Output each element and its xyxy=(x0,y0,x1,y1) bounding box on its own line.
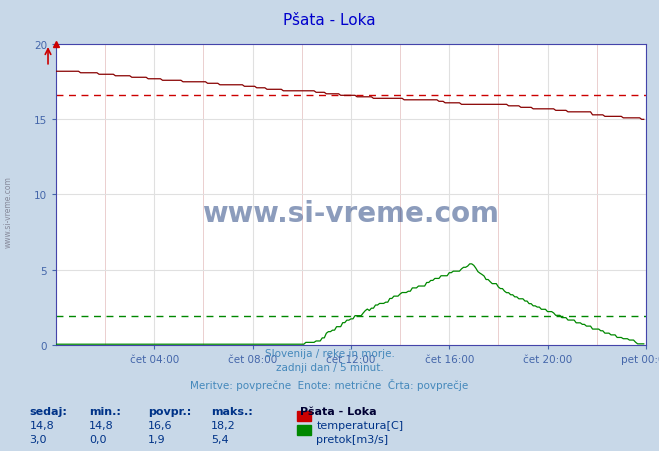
Text: www.si-vreme.com: www.si-vreme.com xyxy=(202,199,500,227)
Text: povpr.:: povpr.: xyxy=(148,406,192,416)
Text: 16,6: 16,6 xyxy=(148,420,173,430)
Text: 0,0: 0,0 xyxy=(89,434,107,444)
Text: 14,8: 14,8 xyxy=(89,420,114,430)
Text: min.:: min.: xyxy=(89,406,121,416)
Text: Slovenija / reke in morje.
zadnji dan / 5 minut.
Meritve: povprečne  Enote: metr: Slovenija / reke in morje. zadnji dan / … xyxy=(190,348,469,390)
Text: www.si-vreme.com: www.si-vreme.com xyxy=(3,176,13,248)
Text: 5,4: 5,4 xyxy=(211,434,229,444)
Text: sedaj:: sedaj: xyxy=(30,406,67,416)
Text: temperatura[C]: temperatura[C] xyxy=(316,420,403,430)
Text: Pšata - Loka: Pšata - Loka xyxy=(283,13,376,28)
Text: 3,0: 3,0 xyxy=(30,434,47,444)
Text: maks.:: maks.: xyxy=(211,406,252,416)
Text: 14,8: 14,8 xyxy=(30,420,55,430)
Text: pretok[m3/s]: pretok[m3/s] xyxy=(316,434,388,444)
Text: 18,2: 18,2 xyxy=(211,420,236,430)
Text: 1,9: 1,9 xyxy=(148,434,166,444)
Text: Pšata - Loka: Pšata - Loka xyxy=(300,406,376,416)
